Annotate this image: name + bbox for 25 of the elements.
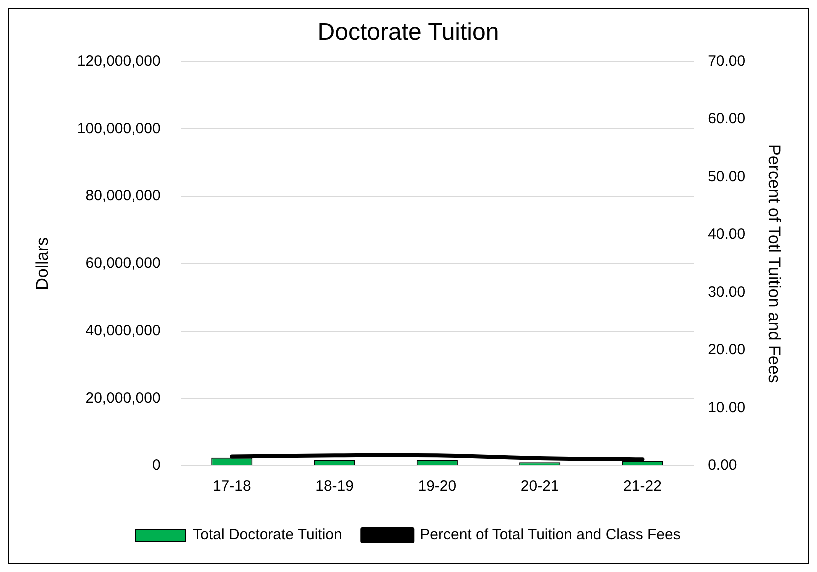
y-tick-label: 100,000,000 — [77, 120, 161, 138]
y2-tick-label: 0.00 — [708, 457, 738, 474]
y2-tick-label: 70.00 — [708, 52, 746, 70]
y-tick-label: 20,000,000 — [86, 390, 161, 407]
y-tick-label: 0 — [152, 457, 161, 474]
x-tick-label: 19-20 — [418, 478, 457, 496]
legend-label: Percent of Total Tuition and Class Fees — [420, 526, 681, 544]
y2-tick-label: 50.00 — [708, 168, 746, 186]
y2-tick-label: 10.00 — [708, 399, 746, 416]
y-axis-title: Dollars — [32, 237, 52, 290]
x-tick-label: 18-19 — [316, 478, 354, 496]
y-tick-label: 120,000,000 — [77, 52, 161, 70]
x-tick-label: 17-18 — [212, 478, 252, 496]
legend-label: Total Doctorate Tuition — [193, 526, 342, 544]
y2-tick-label: 60.00 — [708, 110, 746, 128]
y2-tick-label: 40.00 — [708, 226, 746, 244]
x-tick-label: 20-21 — [520, 478, 560, 496]
y2-axis-title: Percent of Totl Tuition and Fees — [765, 144, 784, 384]
y-tick-label: 80,000,000 — [86, 188, 161, 205]
chart-title: Doctorate Tuition — [318, 19, 500, 46]
y-tick-label: 40,000,000 — [86, 322, 161, 340]
y-tick-label: 60,000,000 — [86, 255, 161, 272]
x-tick-label: 21-22 — [624, 478, 662, 496]
y2-tick-label: 30.00 — [708, 284, 746, 301]
y2-tick-label: 20.00 — [708, 342, 746, 359]
